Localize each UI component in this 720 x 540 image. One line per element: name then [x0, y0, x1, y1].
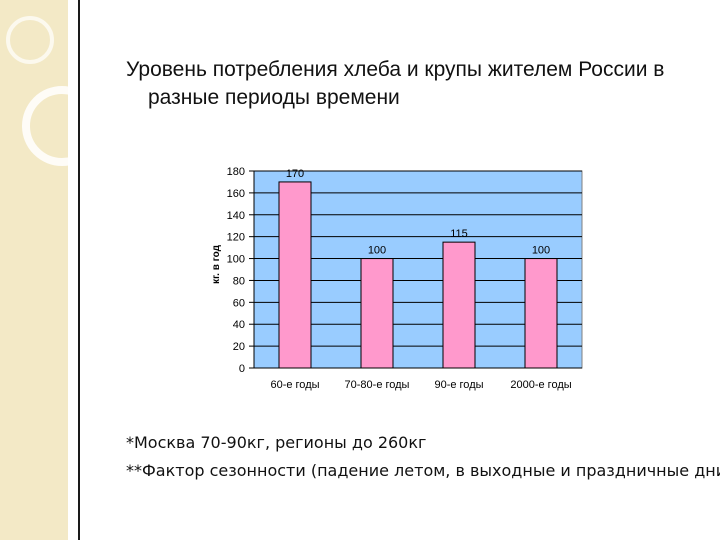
x-tick-label: 60-e годы [270, 379, 319, 391]
y-axis-label: кг. в год [211, 244, 222, 284]
slide-title-line1: Уровень потребления хлеба и крупы жителе… [126, 58, 665, 81]
bar-data-label: 100 [532, 245, 550, 257]
slide-title-line2: разные периоды времени [148, 86, 400, 109]
y-tick-label: 180 [227, 166, 245, 178]
bar [278, 181, 312, 369]
footnote-seasonality: **Фактор сезонности (падение летом, в вы… [126, 461, 720, 480]
x-tick-label: 70-80-e годы [345, 379, 410, 391]
y-tick-label: 60 [233, 297, 245, 309]
y-tick-label: 80 [233, 275, 245, 287]
bar [524, 258, 558, 369]
slide-title: Уровень потребления хлеба и крупы жителе… [126, 56, 716, 112]
bar-data-label: 100 [368, 245, 386, 257]
bar [442, 241, 476, 369]
y-tick-label: 160 [227, 188, 245, 200]
bar-chart: 0 20 40 60 80 100 120 140 160 180 170 60-e годы 100 7… [211, 166, 583, 391]
y-tick-label: 20 [233, 341, 245, 353]
x-tick-label: 90-e годы [434, 379, 483, 391]
side-divider-line [78, 0, 80, 540]
bar-data-label: 170 [286, 168, 304, 180]
footnote-moscow: *Москва 70-90кг, регионы до 260кг [126, 433, 427, 452]
bar [360, 258, 394, 369]
x-tick-label: 2000-e годы [510, 379, 571, 391]
y-tick-label: 140 [227, 210, 245, 222]
y-tick-label: 0 [239, 363, 245, 375]
y-tick-label: 120 [227, 232, 245, 244]
y-tick-label: 40 [233, 319, 245, 331]
bar-data-label: 115 [450, 228, 468, 240]
decorative-circles [6, 16, 80, 166]
y-tick-label: 100 [227, 254, 245, 266]
